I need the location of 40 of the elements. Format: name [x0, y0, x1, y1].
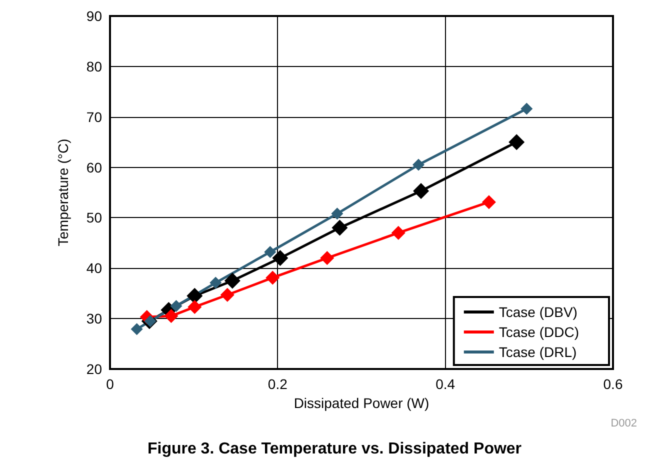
- point: [224, 272, 240, 289]
- point: [391, 226, 406, 240]
- x-tick-label: 0.2: [268, 376, 288, 392]
- x-tick-label: 0: [106, 376, 114, 392]
- point: [413, 182, 430, 199]
- legend-label: Tcase (DBV): [498, 304, 578, 320]
- point: [264, 246, 276, 258]
- text: Figure 3. Case Temperature vs. Dissipated Power: [147, 440, 522, 458]
- point: [220, 288, 234, 302]
- point: [266, 270, 280, 285]
- point: [186, 288, 203, 304]
- y-tick-label: 50: [86, 210, 102, 226]
- point: [331, 208, 344, 220]
- point: [210, 276, 222, 289]
- x-axis-title: Dissipated Power (W): [294, 394, 430, 411]
- text: D002: [610, 418, 637, 430]
- legend-label: Tcase (DDC): [498, 324, 580, 340]
- y-tick-label: 60: [86, 159, 102, 176]
- point: [272, 250, 288, 266]
- y-axis-title: Temperature (°C): [55, 138, 71, 246]
- x-tick-label: 0.4: [436, 376, 456, 392]
- point: [520, 102, 533, 115]
- legend-label: Tcase (DRL): [498, 344, 577, 360]
- point: [508, 134, 525, 150]
- point: [320, 251, 334, 266]
- y-tick-label: 70: [86, 108, 102, 125]
- x-tick-label: 0.6: [603, 376, 623, 392]
- point: [412, 158, 425, 171]
- y-tick-label: 30: [86, 310, 102, 327]
- point: [164, 309, 178, 324]
- point: [482, 195, 496, 210]
- point: [144, 315, 156, 328]
- point: [188, 300, 202, 314]
- y-tick-label: 80: [86, 58, 102, 74]
- y-tick-label: 40: [86, 260, 102, 276]
- point: [130, 323, 143, 336]
- y-tick-label: 90: [86, 8, 102, 24]
- point: [170, 300, 182, 312]
- y-tick-label: 20: [86, 361, 102, 377]
- point: [332, 220, 348, 236]
